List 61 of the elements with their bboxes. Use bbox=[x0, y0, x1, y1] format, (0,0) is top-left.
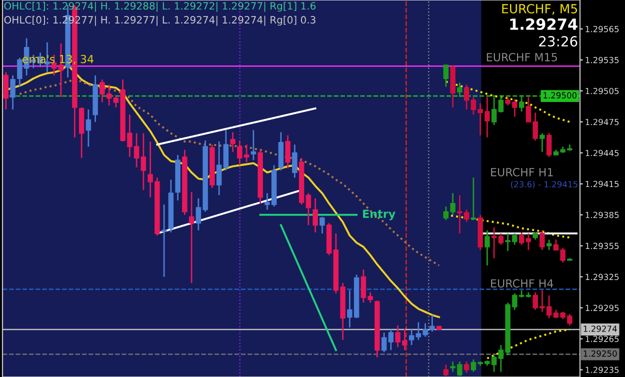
candlestick bbox=[540, 132, 545, 153]
y-tick-label: 1.29235 bbox=[586, 366, 619, 374]
candlestick bbox=[546, 238, 552, 251]
candlestick bbox=[86, 108, 92, 148]
candlestick bbox=[491, 226, 497, 259]
candlestick bbox=[306, 192, 312, 226]
candlestick bbox=[491, 96, 497, 126]
ref-line-label: 1.29500 bbox=[544, 92, 577, 98]
candlestick bbox=[161, 204, 167, 278]
y-tick-label: 1.29535 bbox=[586, 56, 619, 64]
y-tick-label: 1.29565 bbox=[586, 26, 619, 32]
candlestick bbox=[546, 132, 552, 158]
candlestick bbox=[10, 74, 16, 110]
y-tick-label: 1.29445 bbox=[586, 150, 619, 156]
y-tick-label: 1.29475 bbox=[586, 118, 619, 126]
line-series bbox=[18, 78, 440, 266]
y-tick-label: 1.29415 bbox=[586, 180, 619, 188]
candlestick bbox=[216, 140, 222, 196]
candlestick bbox=[518, 232, 524, 246]
candlestick bbox=[292, 144, 298, 178]
candlestick bbox=[457, 82, 462, 98]
candlestick bbox=[408, 328, 414, 346]
chart-title: EURCHF, M5 bbox=[502, 4, 578, 15]
annotation: EURCHF M15 bbox=[486, 52, 557, 62]
y-tick-label: 1.29385 bbox=[586, 212, 619, 218]
y-tick-label: 1.29295 bbox=[586, 304, 619, 312]
series-label: Entry bbox=[363, 210, 396, 220]
candlestick bbox=[498, 232, 504, 246]
annotation: EURCHF H1 bbox=[491, 168, 553, 176]
candlestick bbox=[3, 72, 9, 110]
y-tick-label: 1.29265 bbox=[586, 336, 619, 342]
line-series bbox=[486, 328, 571, 360]
candlestick bbox=[526, 232, 532, 251]
candlestick bbox=[140, 132, 146, 191]
ref-line-label: 1.29250 bbox=[584, 350, 617, 357]
candlestick bbox=[484, 230, 490, 266]
candlestick bbox=[312, 198, 318, 234]
y-tick-label: 1.29505 bbox=[586, 88, 619, 94]
candlestick bbox=[443, 64, 449, 88]
candlestick bbox=[188, 191, 194, 284]
candlestick bbox=[464, 84, 470, 110]
candlestick bbox=[381, 332, 387, 353]
candlestick bbox=[443, 364, 449, 377]
candlestick bbox=[498, 94, 504, 114]
candlestick bbox=[540, 230, 545, 251]
ref-line-label: 1.29274 bbox=[584, 326, 617, 332]
candlestick bbox=[230, 132, 236, 153]
candlestick bbox=[285, 134, 290, 170]
y-tick-label: 1.29355 bbox=[586, 242, 619, 250]
candlestick bbox=[464, 360, 470, 374]
annotation: (23.6) - 1.29415 bbox=[511, 180, 578, 188]
candlestick bbox=[388, 328, 394, 351]
annotation: 23:26 bbox=[539, 36, 578, 47]
annotation: 1.29274 bbox=[510, 18, 578, 30]
candlestick bbox=[250, 129, 256, 161]
annotation: EURCHF H4 bbox=[491, 279, 554, 288]
candlestick bbox=[470, 176, 476, 221]
y-tick-label: 1.29325 bbox=[586, 274, 619, 280]
candlestick bbox=[518, 94, 524, 112]
candlestick bbox=[223, 129, 229, 172]
candlestick bbox=[320, 216, 325, 234]
